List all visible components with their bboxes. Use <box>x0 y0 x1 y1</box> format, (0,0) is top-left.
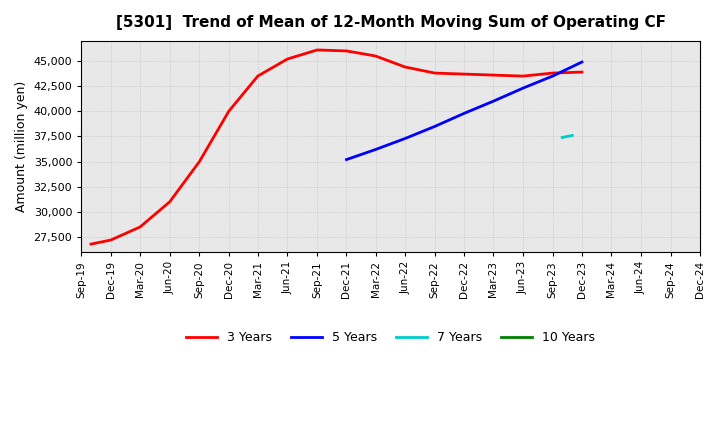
3 Years <box>195 159 204 164</box>
3 Years <box>283 56 292 62</box>
5 Years <box>460 111 469 116</box>
3 Years <box>577 70 586 75</box>
5 Years <box>431 124 439 129</box>
7 Years <box>568 133 577 138</box>
5 Years <box>372 147 380 152</box>
3 Years <box>253 73 262 79</box>
3 Years <box>518 73 527 79</box>
Line: 5 Years: 5 Years <box>346 62 582 160</box>
5 Years <box>518 85 527 91</box>
Y-axis label: Amount (million yen): Amount (million yen) <box>15 81 28 212</box>
3 Years <box>460 71 469 77</box>
3 Years <box>86 242 95 247</box>
5 Years <box>577 59 586 65</box>
3 Years <box>225 109 233 114</box>
3 Years <box>372 53 380 59</box>
5 Years <box>489 99 498 104</box>
5 Years <box>401 136 410 141</box>
Title: [5301]  Trend of Mean of 12-Month Moving Sum of Operating CF: [5301] Trend of Mean of 12-Month Moving … <box>116 15 666 30</box>
5 Years <box>342 157 351 162</box>
3 Years <box>548 70 557 76</box>
3 Years <box>401 64 410 70</box>
5 Years <box>548 73 557 79</box>
3 Years <box>166 199 174 205</box>
3 Years <box>135 224 144 230</box>
Line: 7 Years: 7 Years <box>562 136 572 137</box>
3 Years <box>431 70 439 76</box>
3 Years <box>489 73 498 78</box>
Line: 3 Years: 3 Years <box>91 50 582 244</box>
Legend: 3 Years, 5 Years, 7 Years, 10 Years: 3 Years, 5 Years, 7 Years, 10 Years <box>181 326 600 349</box>
3 Years <box>342 48 351 54</box>
3 Years <box>107 238 115 243</box>
3 Years <box>312 48 321 53</box>
7 Years <box>558 135 567 140</box>
